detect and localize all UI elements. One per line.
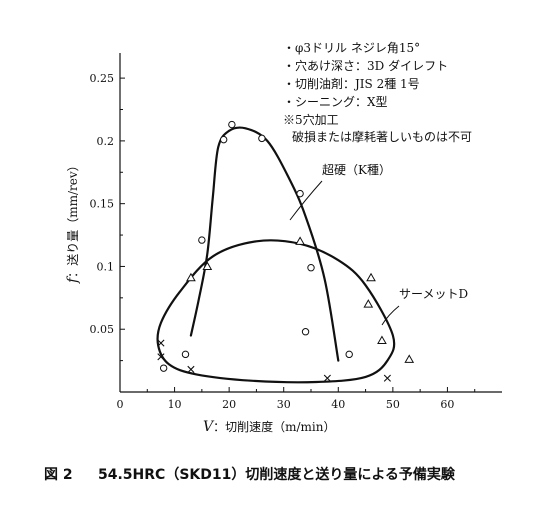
triangle-marker <box>404 354 415 363</box>
x-tick-label: 30 <box>277 398 291 411</box>
region-label-cermet: サーメットD <box>399 287 468 301</box>
x-axis-label: ：切削速度（m/min） <box>213 419 335 434</box>
triangle-marker <box>295 236 305 245</box>
note-line-4: ・シーニング：X型 <box>283 95 388 109</box>
circle-marker <box>258 134 266 143</box>
y-tick-label: 0.15 <box>90 198 115 211</box>
x-tick-label: 40 <box>331 398 345 411</box>
x-axis-variable: V <box>203 419 215 435</box>
y-axis-label: ：送り量（mm/rev） <box>65 159 80 277</box>
note-line-2: ・穴あけ深さ：3D ダイレフト <box>283 58 448 73</box>
circle-marker <box>228 120 236 129</box>
region-boundaries <box>156 126 396 384</box>
note-line-6: 破損または摩耗著しいものは不可 <box>292 129 472 144</box>
region-boundary-cermet <box>156 239 396 384</box>
circle-marker <box>307 264 315 272</box>
circle-marker <box>345 350 353 359</box>
figure-caption: 54.5HRC（SKD11）切削速度と送り量による予備実験 <box>98 466 456 483</box>
x-axis-title: V：切削速度（m/min） <box>203 419 336 435</box>
x-ticks: 0 10 20 30 40 50 60 <box>117 387 476 411</box>
y-tick-label: 0.1 <box>97 260 115 273</box>
circle-marker <box>159 364 168 372</box>
triangle-marker <box>202 261 213 270</box>
y-axis-variable: f <box>65 275 81 284</box>
x-tick-label: 10 <box>168 398 182 411</box>
y-axis-title: f：送り量（mm/rev） <box>65 159 81 284</box>
cross-marker <box>187 365 195 373</box>
triangle-marker <box>186 272 196 282</box>
data-markers <box>157 120 415 382</box>
y-tick-label: 0.25 <box>90 72 115 85</box>
y-ticks: 0.05 0.1 0.15 0.2 0.25 <box>90 72 125 362</box>
triangle-marker <box>366 272 376 282</box>
x-tick-label: 20 <box>222 398 236 411</box>
circle-marker <box>296 189 304 198</box>
leader-cermet <box>381 305 400 326</box>
y-tick-label: 0.2 <box>97 135 115 148</box>
svg-text:f：送り量（mm/rev）: f：送り量（mm/rev） <box>65 159 81 284</box>
cross-marker <box>157 353 165 361</box>
note-line-3: ・切削油剤：JIS 2種 1号 <box>283 76 420 91</box>
circle-marker <box>181 350 190 359</box>
leader-carbide <box>289 180 323 221</box>
region-label-carbide: 超硬（K種） <box>322 162 391 177</box>
x-tick-label: 50 <box>386 398 400 411</box>
region-boundary-carbide <box>189 126 340 362</box>
circle-marker <box>301 328 310 336</box>
conditions-notes: ・φ3ドリル ネジレ角15° ・穴あけ深さ：3D ダイレフト ・切削油剤：JIS… <box>283 41 472 144</box>
circle-marker <box>198 236 206 244</box>
note-line-5: ※5穴加工 <box>283 112 339 127</box>
cross-marker <box>383 374 391 382</box>
note-line-1: ・φ3ドリル ネジレ角15° <box>283 41 420 55</box>
x-tick-label: 0 <box>117 398 124 411</box>
triangle-marker <box>363 299 374 308</box>
x-tick-label: 60 <box>440 398 454 411</box>
y-tick-label: 0.05 <box>90 323 115 336</box>
triangle-marker <box>377 335 387 345</box>
cross-marker <box>157 339 165 347</box>
circle-marker <box>219 135 228 144</box>
figure-number: 図 2 <box>44 467 73 483</box>
cross-marker <box>323 374 331 382</box>
